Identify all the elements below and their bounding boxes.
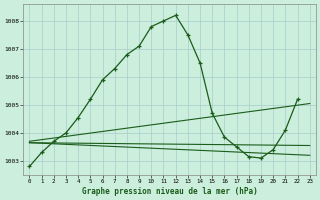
- X-axis label: Graphe pression niveau de la mer (hPa): Graphe pression niveau de la mer (hPa): [82, 187, 258, 196]
